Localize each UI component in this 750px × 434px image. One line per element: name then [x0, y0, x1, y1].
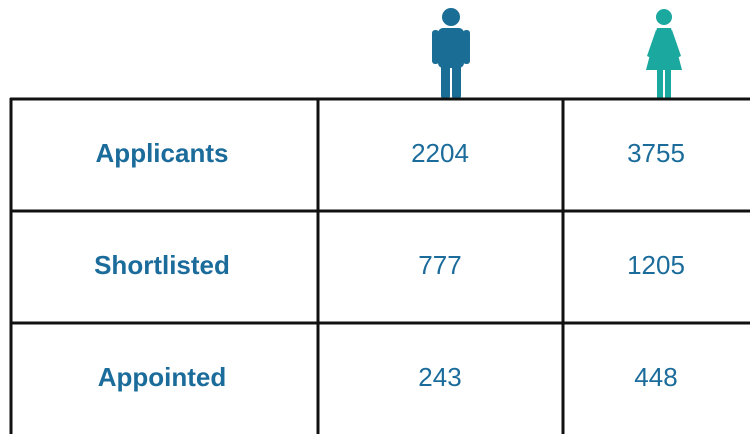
- cell-value: 777: [418, 250, 461, 280]
- cell-value: 3755: [627, 138, 685, 168]
- female-icon: [646, 9, 682, 98]
- cell-value: 243: [418, 362, 461, 392]
- cell-value: 2204: [411, 138, 469, 168]
- cell-value: 448: [634, 362, 677, 392]
- cell-value: 1205: [627, 250, 685, 280]
- row-label: Applicants: [96, 138, 229, 168]
- table-rules: [9, 97, 750, 434]
- row-label: Shortlisted: [94, 250, 230, 280]
- row-label: Appointed: [98, 362, 227, 392]
- table-cells: Applicants 2204 3755 Shortlisted 777 1205 Appo…: [94, 138, 685, 392]
- male-icon: [432, 8, 470, 98]
